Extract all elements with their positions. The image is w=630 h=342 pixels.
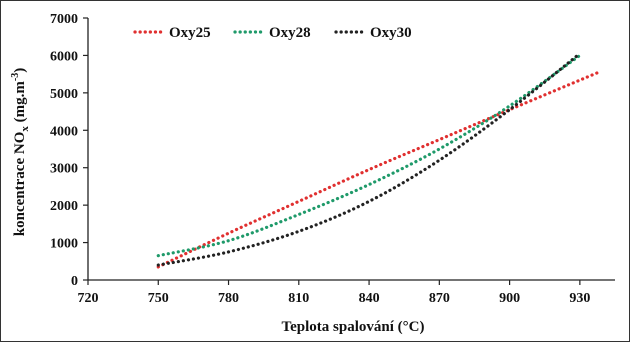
y-axis-title-end: ) [12,68,28,73]
y-tick-label: 2000 [50,199,78,214]
legend: Oxy25 Oxy28 Oxy30 [133,25,412,41]
y-tick-label: 7000 [50,12,78,27]
y-tick-label: 5000 [50,87,78,102]
legend-label-oxy25: Oxy25 [169,25,211,41]
y-tick-label: 0 [71,274,78,289]
y-axis-title-main: koncentrace NO [12,132,28,237]
tick-labels: 0 1000 2000 3000 4000 5000 6000 7000 720 750 780 81… [50,12,590,306]
y-tick-label: 1000 [50,237,78,252]
y-axis-title-tail: (mg.m [12,81,28,126]
y-tick-label: 3000 [50,162,78,177]
x-axis-title: Teplota spalování (°C) [282,319,425,335]
x-tick-label: 840 [359,291,380,306]
y-tick-label: 6000 [50,49,78,64]
series-lines [156,51,601,269]
x-tick-label: 900 [499,291,520,306]
series-line-oxy30 [156,51,582,267]
x-tick-label: 870 [429,291,450,306]
y-axis-title-sup: -3 [10,73,21,81]
y-axis-title-sub: x [19,126,31,132]
legend-label-oxy28: Oxy28 [269,25,311,41]
x-tick-label: 810 [288,291,309,306]
axes [83,17,615,285]
x-tick-label: 780 [218,291,239,306]
x-tick-label: 750 [148,291,169,306]
series-line-oxy25 [156,70,601,269]
x-tick-label: 720 [78,291,99,306]
legend-label-oxy30: Oxy30 [370,25,412,41]
series-line-oxy28 [156,53,582,258]
x-tick-label: 930 [569,291,590,306]
y-axis-title: koncentrace NOx (mg.m-3) [10,68,31,236]
y-tick-label: 4000 [50,124,78,139]
